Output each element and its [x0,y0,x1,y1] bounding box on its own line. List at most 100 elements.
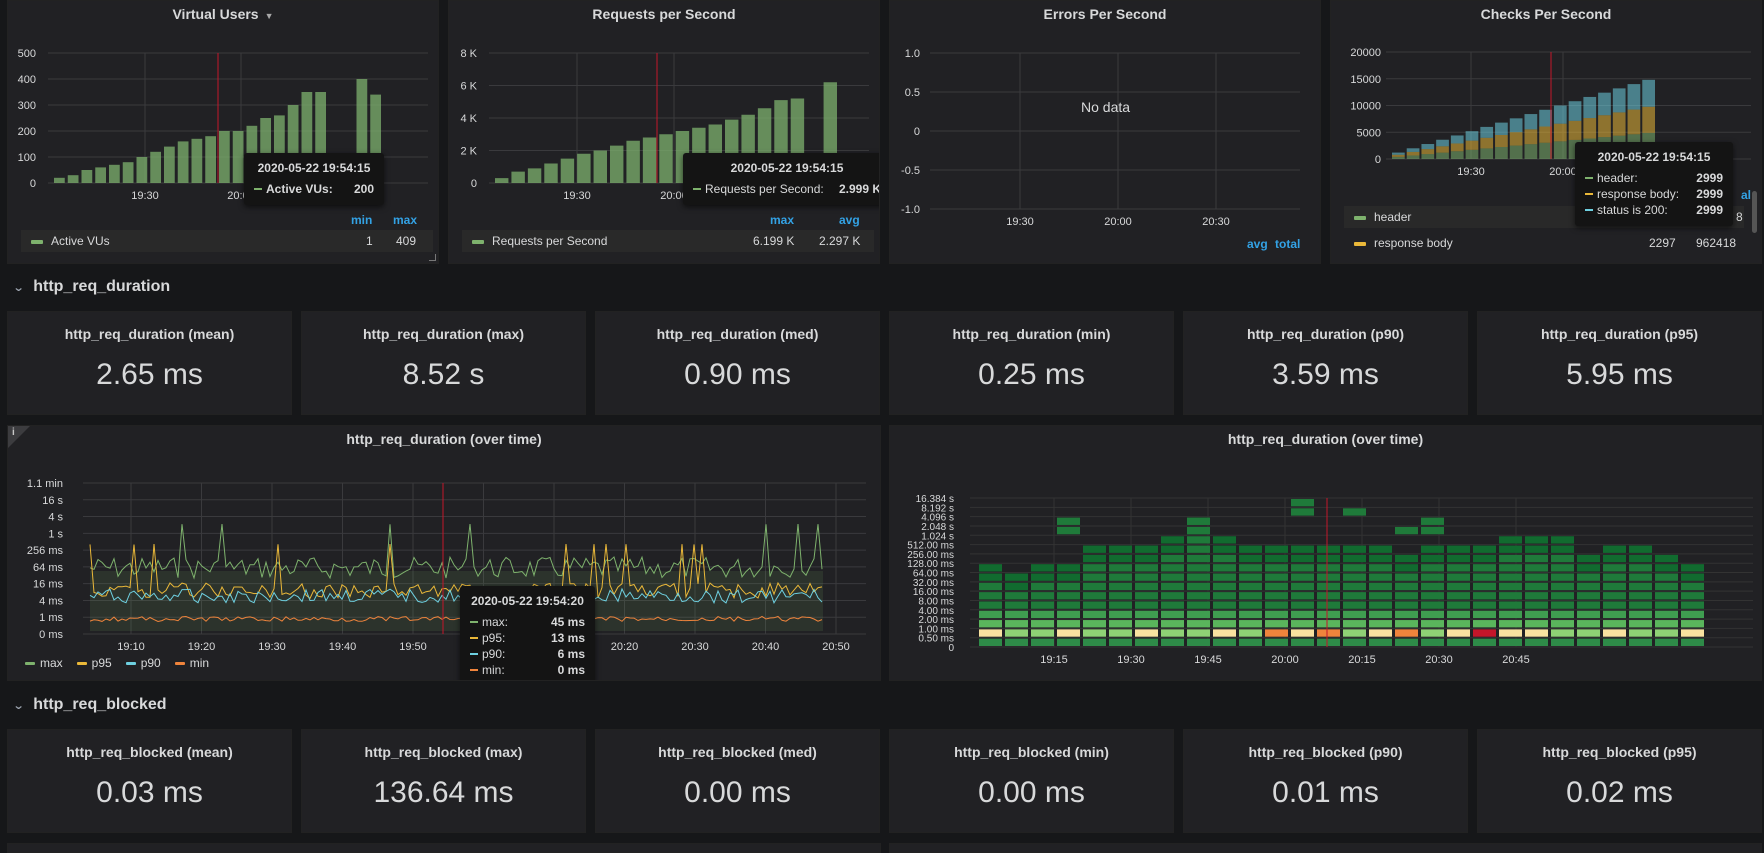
heatmap-cell [1057,638,1080,646]
legend-header-max[interactable]: max [770,213,795,227]
stat-value: 0.25 ms [978,358,1085,391]
row-header-blocked[interactable]: ⌄ http_req_blocked [12,696,167,714]
bar [370,94,381,183]
legend-item-active-vus[interactable]: Active VUs [31,234,110,248]
stat-title[interactable]: http_req_blocked (med) [658,744,817,760]
legend-row[interactable] [462,230,874,252]
chevron-down-icon[interactable]: ⌄ [12,700,25,712]
bar-segment [1598,115,1611,138]
legend-item-max[interactable]: max [25,656,63,670]
heatmap-cell [1213,592,1236,600]
stat-title[interactable]: http_req_blocked (p90) [1248,744,1403,760]
heatmap-cell [1603,620,1626,628]
heatmap-cell [1499,601,1522,609]
legend-item-header[interactable]: header [1354,210,1411,224]
heatmap-cell [1395,564,1418,572]
legend-item-p90[interactable]: p90 [125,656,161,670]
stat-panel: http_req_blocked (p95) 0.02 ms [1477,729,1762,833]
heatmap-cell [1551,573,1574,581]
caret-down-icon[interactable]: ▼ [264,11,274,21]
stat-panel: http_req_duration (p95) 5.95 ms [1477,311,1762,415]
legend-header-min[interactable]: min [351,213,373,227]
bar-segment [1465,149,1479,159]
legend-header-max[interactable]: max [393,213,418,227]
bar-segment [1480,137,1494,149]
bar [54,177,65,183]
y-tick-label: 16.00 ms [913,587,954,598]
y-tick-label: 8 K [460,48,477,60]
heatmap-cell [1499,582,1522,591]
heatmap-cell [1317,638,1340,646]
row-header-duration[interactable]: ⌄ http_req_duration [12,278,170,296]
legend-value-1: 2297 [1649,236,1676,250]
requests-per-second-panel: Requests per Second 8 K 6 K 4 K 2 K 0 19:30 20… [448,0,880,264]
panel-title[interactable]: Checks Per Second [1480,6,1612,22]
heatmap-cell [1551,545,1574,553]
legend-header-avg[interactable]: avg [1247,237,1268,251]
stat-title[interactable]: http_req_duration (max) [362,326,524,342]
info-icon[interactable]: i [12,427,15,438]
stat-title[interactable]: http_req_duration (p90) [1246,326,1405,342]
stat-title[interactable]: http_req_blocked (max) [364,744,523,760]
y-tick-label: 15000 [1350,74,1381,86]
heatmap-cell [1603,638,1626,646]
tooltip-label: p95: [482,631,506,645]
legend-header-trunc[interactable]: al [1741,188,1752,202]
heatmap-cell [1369,554,1392,563]
tooltip-label: header: [1597,171,1638,185]
stat-title[interactable]: http_req_blocked (min) [954,744,1109,760]
chart-tooltip: 2020-05-22 19:54:15 header: 2999 response… [1575,142,1733,226]
resize-handle-icon[interactable] [429,254,436,261]
tooltip-value: 45 ms [550,615,585,629]
panel-title[interactable]: http_req_duration (over time) [346,431,542,447]
heatmap-cell [1577,573,1600,581]
chevron-down-icon[interactable]: ⌄ [12,282,25,294]
info-corner[interactable] [8,426,30,448]
legend-header-total[interactable]: total [1275,237,1301,251]
stat-title[interactable]: http_req_duration (p95) [1540,326,1699,342]
heatmap-cell [1525,536,1548,544]
heatmap-cell [1343,582,1366,591]
heatmap-cell [1213,582,1236,591]
legend-item-response-body[interactable]: response body [1354,236,1453,250]
heatmap-cell [1499,564,1522,572]
stat-title[interactable]: http_req_duration (min) [952,326,1111,342]
heatmap-cell [1057,620,1080,628]
heatmap-cell [979,601,1002,609]
stat-title[interactable]: http_req_blocked (mean) [66,744,233,760]
legend-item-p95[interactable]: p95 [76,656,112,670]
series-swatch [1354,241,1366,246]
y-tick-label: 6 K [460,81,477,93]
bar-segment [1406,151,1420,156]
heatmap-cell [1343,601,1366,609]
y-tick-label: 1.1 min [27,478,63,490]
panel-title[interactable]: Requests per Second [592,6,736,22]
bar-segment [1480,148,1494,159]
stat-panel: http_req_blocked (min) 0.00 ms [889,729,1174,833]
heatmap-cell [1291,629,1314,637]
panel-title[interactable]: Virtual Users ▼ [172,6,274,22]
heatmap-cell [1291,573,1314,581]
heatmap-cell [1213,554,1236,563]
legend-scrollbar[interactable] [1752,191,1757,233]
heatmap-cell [1057,601,1080,609]
legend-min-value: 1 [366,234,373,248]
stat-title[interactable]: http_req_duration (mean) [64,326,235,342]
panel-title[interactable]: http_req_duration (over time) [1227,431,1424,447]
y-tick-label: 1.0 [905,48,920,60]
x-tick-label: 19:50 [399,641,427,653]
legend-item-rps[interactable]: Requests per Second [472,234,607,248]
legend-item-min[interactable]: min [174,656,209,670]
panel-title[interactable]: Errors Per Second [1043,6,1167,22]
stat-value: 2.65 ms [96,358,203,391]
heatmap-cell [1655,629,1678,637]
tooltip-time: 2020-05-22 19:54:15 [730,161,844,175]
stat-title[interactable]: http_req_duration (med) [656,326,819,342]
heatmap-cell [1109,620,1132,628]
heatmap-cell [979,564,1002,572]
stat-title[interactable]: http_req_blocked (p95) [1542,744,1697,760]
heatmap-cell [1083,573,1106,581]
heatmap-cell [1499,610,1522,619]
legend-header-avg[interactable]: avg [839,213,860,227]
legend-row[interactable] [21,230,433,252]
